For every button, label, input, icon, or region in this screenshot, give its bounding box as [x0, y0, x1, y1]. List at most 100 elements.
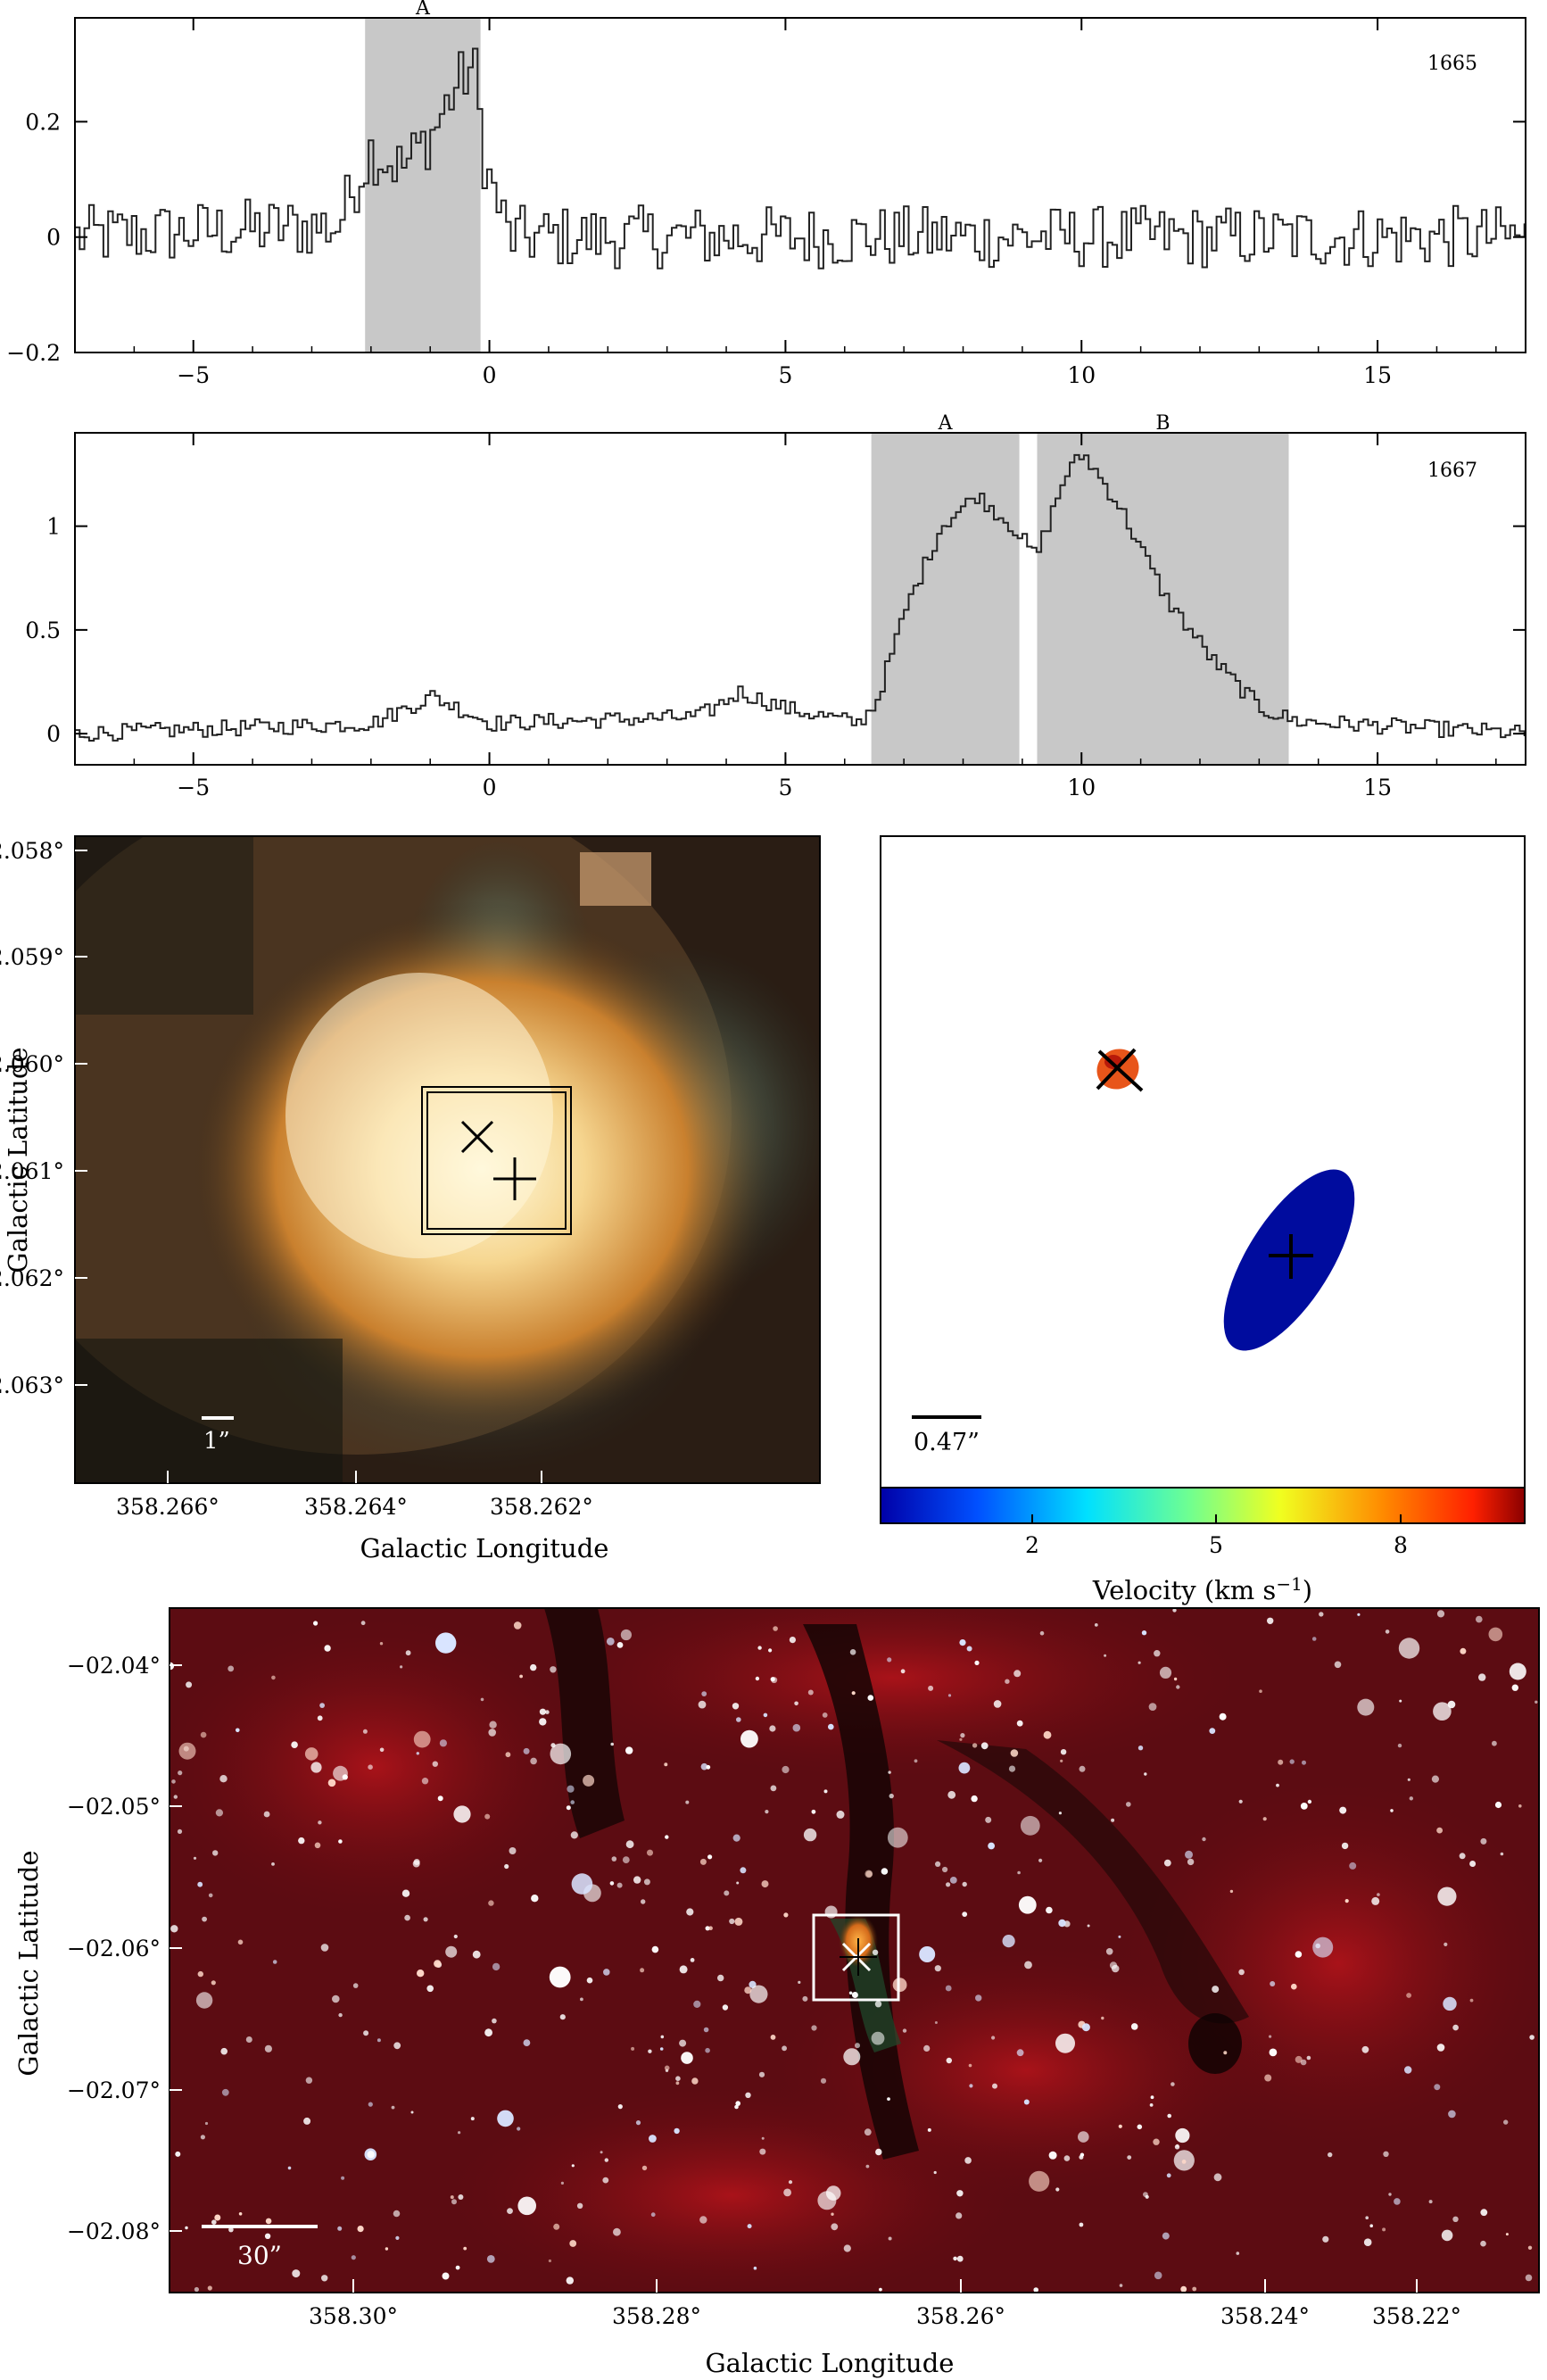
star [264, 2233, 271, 2239]
star [450, 2195, 454, 2200]
star [699, 2216, 707, 2224]
star [550, 1743, 556, 1748]
star [470, 2117, 475, 2121]
star [807, 1689, 814, 1696]
star [993, 1700, 1002, 1708]
star [679, 2039, 687, 2047]
star [318, 1820, 322, 1825]
star [934, 2021, 938, 2024]
star [1443, 1996, 1457, 2011]
star [175, 2151, 181, 2157]
velocity-colorbar [880, 1487, 1526, 1524]
star [705, 2047, 710, 2053]
star [1302, 1760, 1306, 1765]
star [953, 2256, 957, 2261]
star [633, 1876, 641, 1884]
star [1448, 2110, 1456, 2119]
star [1181, 2160, 1187, 2164]
star [962, 1911, 968, 1918]
star [497, 2110, 514, 2127]
star [197, 1881, 203, 1887]
star [768, 1648, 773, 1653]
star [517, 2196, 536, 2216]
star [338, 2012, 343, 2018]
colorbar-tick-label: 5 [1209, 1532, 1223, 1558]
star-field [170, 1608, 1538, 2293]
star [320, 1944, 329, 1952]
star [1163, 1859, 1171, 1867]
star [1307, 1799, 1312, 1804]
y-tick-label: −02.07° [67, 2077, 161, 2103]
star [705, 1926, 710, 1931]
star [875, 2148, 882, 2156]
star [492, 1962, 500, 1971]
star [423, 1917, 428, 1922]
spectrum-1667-line-label: 1667 [1427, 460, 1477, 482]
star [881, 1868, 889, 1875]
star [782, 1765, 790, 1774]
spectrum-1665-panel: A −5 0 5 10 15 −0.2 0 0.2 1665 [6, 0, 1526, 388]
x-tick-label: 358.264° [304, 1494, 408, 1520]
star [703, 2027, 709, 2033]
star [740, 1729, 758, 1748]
star [453, 1805, 471, 1823]
star [757, 1646, 762, 1650]
star [1130, 2023, 1138, 2030]
star [1010, 1749, 1019, 1757]
star [445, 1945, 458, 1958]
star [1518, 1804, 1522, 1808]
star [959, 1639, 966, 1646]
star [843, 2244, 851, 2252]
star [763, 1712, 768, 1718]
star [1209, 1728, 1216, 1734]
star [1013, 1670, 1022, 1678]
star [219, 1775, 228, 1783]
star [204, 2121, 209, 2126]
blue-spot-plus-marker [1269, 1234, 1313, 1279]
x-tick-label: −5 [177, 362, 210, 388]
star [298, 1837, 305, 1845]
star [971, 1795, 978, 1803]
star [413, 1730, 431, 1748]
star [453, 1934, 458, 1939]
zoom-image-panel: 1” 358.266°358.264°358.262° −02.058°−02.… [0, 835, 821, 1563]
star [871, 2031, 885, 2045]
star [648, 2049, 652, 2053]
star [1081, 2023, 1090, 2032]
wide-zoom-box [812, 1913, 900, 2002]
star [753, 2266, 757, 2270]
star [1447, 1700, 1456, 1709]
star [1478, 1673, 1486, 1681]
star [1295, 1951, 1303, 1958]
star [836, 1810, 845, 1819]
star [613, 2227, 621, 2236]
star [379, 1747, 385, 1753]
star [1058, 1812, 1062, 1815]
x-tick-label: 358.22° [1372, 2303, 1461, 2329]
y-tick-label: 0 [46, 225, 61, 251]
y-tick-label: 0 [46, 721, 61, 747]
star [1079, 2222, 1084, 2227]
star [1361, 2045, 1369, 2053]
star [749, 1985, 768, 2003]
star [788, 2180, 793, 2185]
star [887, 1827, 908, 1848]
region-label-B: B [1155, 412, 1170, 435]
star [1363, 2238, 1372, 2246]
star [1349, 1862, 1357, 1870]
star [1150, 2095, 1154, 2100]
star [550, 1666, 557, 1673]
y-tick-label: 0.2 [25, 109, 61, 135]
star [991, 2036, 996, 2040]
star [1162, 2232, 1170, 2240]
star [1101, 2016, 1104, 2020]
star [864, 2128, 872, 2136]
star [1328, 2152, 1333, 2158]
star [888, 1770, 891, 1774]
star [1269, 2048, 1278, 2057]
star [178, 1742, 196, 1760]
star [327, 1779, 336, 1787]
colorbar-ticks: 2 5 8 [1025, 1514, 1408, 1558]
star [1431, 1775, 1439, 1783]
star [1212, 1986, 1220, 1994]
